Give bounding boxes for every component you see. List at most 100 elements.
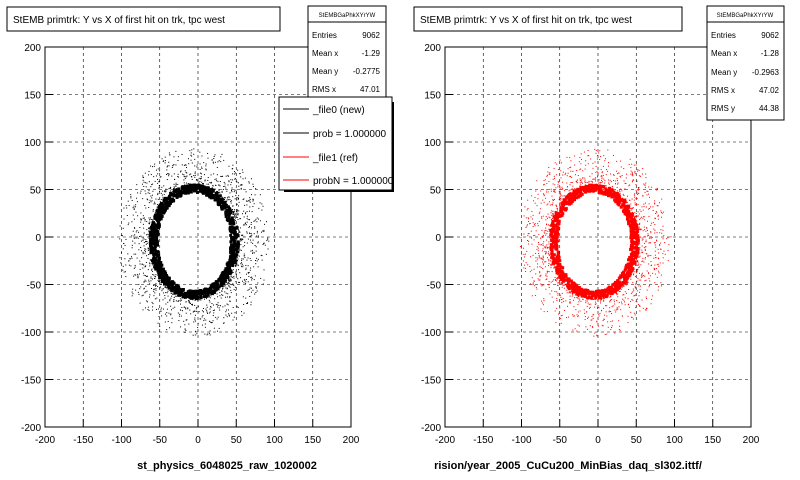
- scatter-point: [170, 191, 172, 193]
- scatter-point: [261, 231, 263, 233]
- scatter-point: [186, 189, 190, 193]
- scatter-point: [216, 293, 218, 295]
- scatter-point: [156, 204, 158, 206]
- scatter-point: [560, 275, 564, 279]
- scatter-point: [149, 221, 151, 223]
- scatter-point: [155, 250, 159, 254]
- scatter-point: [238, 185, 240, 187]
- scatter-point: [173, 290, 175, 292]
- scatter-point: [224, 267, 228, 271]
- right-title-box: [413, 6, 683, 32]
- scatter-point: [250, 222, 252, 224]
- scatter-point: [625, 202, 627, 204]
- scatter-point: [611, 186, 613, 188]
- scatter-point: [561, 189, 563, 191]
- scatter-point: [561, 271, 565, 275]
- scatter-point: [546, 278, 548, 280]
- scatter-point: [237, 258, 239, 260]
- scatter-point: [236, 260, 238, 262]
- scatter-point: [559, 195, 561, 197]
- scatter-point: [229, 199, 231, 201]
- scatter-point: [210, 283, 214, 287]
- scatter-point: [250, 250, 252, 252]
- scatter-point: [229, 300, 231, 302]
- scatter-point: [255, 263, 257, 265]
- scatter-point: [624, 291, 626, 293]
- scatter-point: [620, 176, 622, 178]
- scatter-point: [123, 271, 125, 273]
- scatter-point: [533, 239, 535, 241]
- scatter-point: [545, 197, 547, 199]
- scatter-point: [217, 285, 221, 289]
- x-tick-label: 150: [304, 435, 321, 446]
- scatter-point: [577, 285, 581, 289]
- scatter-point: [616, 300, 618, 302]
- scatter-point: [148, 227, 150, 229]
- scatter-point: [574, 196, 578, 200]
- scatter-point: [545, 253, 547, 255]
- scatter-point: [162, 274, 166, 278]
- scatter-point: [574, 191, 576, 193]
- scatter-point: [141, 183, 143, 185]
- scatter-point: [610, 292, 612, 294]
- scatter-point: [255, 259, 257, 261]
- scatter-point: [644, 257, 646, 259]
- scatter-point: [134, 227, 136, 229]
- scatter-point: [648, 237, 650, 239]
- scatter-point: [135, 231, 137, 233]
- scatter-point: [153, 176, 155, 178]
- scatter-point: [542, 261, 544, 263]
- scatter-point: [162, 160, 164, 162]
- scatter-point: [248, 289, 250, 291]
- scatter-point: [222, 278, 226, 282]
- scatter-point: [212, 294, 214, 296]
- scatter-point: [643, 274, 645, 276]
- scatter-point: [646, 229, 648, 231]
- scatter-point: [187, 183, 189, 185]
- scatter-point: [238, 243, 240, 245]
- scatter-point: [551, 254, 555, 258]
- scatter-point: [550, 260, 552, 262]
- scatter-point: [221, 153, 223, 155]
- scatter-point: [193, 187, 197, 191]
- scatter-point: [150, 186, 152, 188]
- scatter-point: [536, 248, 538, 250]
- scatter-point: [136, 257, 138, 259]
- scatter-point: [648, 242, 650, 244]
- scatter-point: [205, 294, 209, 298]
- scatter-point: [561, 299, 563, 301]
- scatter-point: [147, 199, 149, 201]
- scatter-point: [252, 289, 254, 291]
- scatter-point: [203, 320, 205, 322]
- scatter-point: [650, 222, 652, 224]
- scatter-point: [523, 267, 525, 269]
- scatter-point: [188, 323, 190, 325]
- scatter-point: [609, 301, 611, 303]
- scatter-point: [616, 196, 620, 200]
- scatter-point: [554, 279, 556, 281]
- scatter-point: [536, 180, 538, 182]
- scatter-point: [582, 295, 584, 297]
- scatter-point: [627, 222, 631, 226]
- scatter-point: [657, 289, 659, 291]
- scatter-point: [228, 180, 230, 182]
- scatter-point: [617, 194, 619, 196]
- scatter-point: [619, 191, 621, 193]
- scatter-point: [565, 198, 567, 200]
- scatter-point: [255, 286, 257, 288]
- scatter-point: [228, 181, 230, 183]
- scatter-point: [632, 212, 634, 214]
- scatter-point: [190, 186, 192, 188]
- scatter-point: [226, 303, 228, 305]
- scatter-point: [228, 199, 230, 201]
- scatter-point: [645, 177, 647, 179]
- scatter-point: [580, 294, 582, 296]
- scatter-point: [119, 257, 121, 259]
- scatter-point: [238, 242, 240, 244]
- scatter-point: [592, 327, 594, 329]
- scatter-point: [141, 219, 143, 221]
- scatter-point: [174, 185, 176, 187]
- scatter-point: [642, 216, 644, 218]
- scatter-point: [147, 247, 149, 249]
- scatter-point: [585, 326, 587, 328]
